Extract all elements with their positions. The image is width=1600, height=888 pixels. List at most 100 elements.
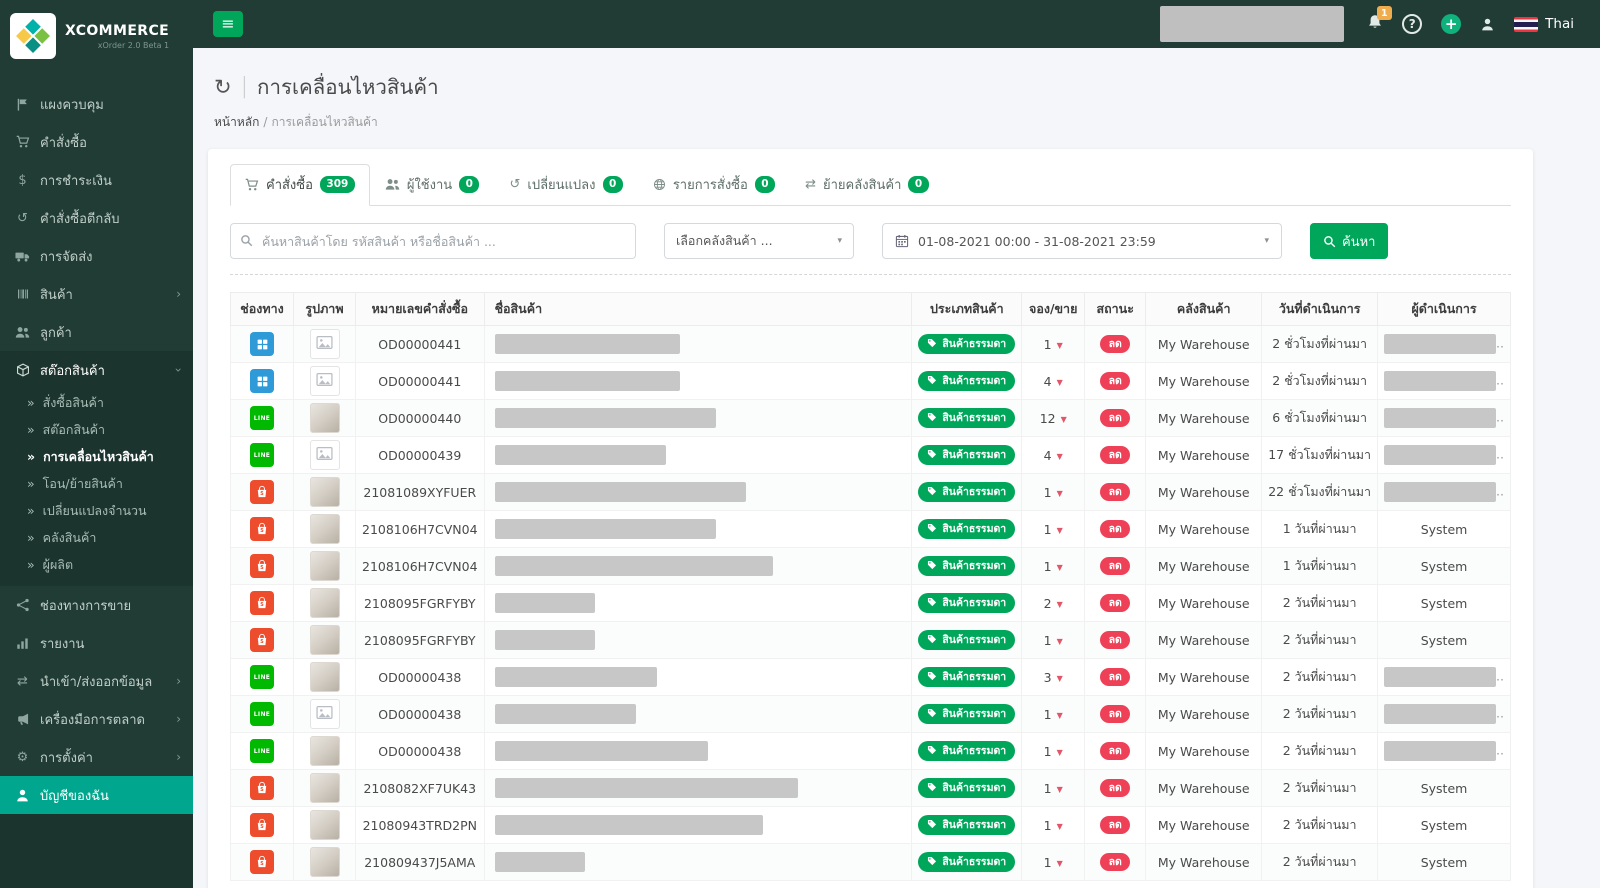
image-icon	[316, 704, 333, 724]
help-button[interactable]: ?	[1402, 14, 1423, 34]
product-image-placeholder	[309, 440, 340, 470]
sidebar-item-4[interactable]: การจัดส่ง	[0, 237, 193, 275]
sidebar-item-11[interactable]: เครื่องมือการตลาด ›	[0, 700, 193, 738]
status-badge: ลด	[1100, 334, 1131, 354]
sidebar-item-1[interactable]: คำสั่งซื้อ	[0, 123, 193, 161]
tab-4[interactable]: ⇄ ย้ายคลังสินค้า 0	[790, 164, 944, 206]
tab-1[interactable]: ผู้ใช้งาน 0	[370, 164, 495, 206]
qty-dropdown[interactable]: 1 ▼	[1021, 325, 1086, 363]
language-selector[interactable]: Thai	[1514, 16, 1574, 32]
sidebar-toggle-button[interactable]: ≡	[213, 11, 243, 37]
truncation-dots: ..	[1496, 409, 1504, 425]
qty-dropdown[interactable]: 4 ▼	[1021, 436, 1086, 474]
brand[interactable]: XCOMMERCE xOrder 2.0 Beta 1	[0, 0, 193, 72]
order-number: 210809437J5AMA	[355, 843, 485, 881]
chevron-down-icon: ▼	[1056, 858, 1063, 868]
qty-dropdown[interactable]: 1 ▼	[1021, 547, 1086, 585]
cart-icon	[245, 178, 259, 192]
tag-icon	[927, 412, 937, 425]
sidebar-subitem-0[interactable]: » สั่งซื้อสินค้า	[0, 389, 193, 416]
line-channel-icon: LINE	[250, 665, 274, 689]
qty-dropdown[interactable]: 3 ▼	[1021, 658, 1086, 696]
product-type-badge: สินค้าธรรมดา	[918, 667, 1016, 687]
operator-cell: System	[1377, 547, 1511, 585]
order-number: 21080943TRD2PN	[355, 806, 485, 844]
sidebar-item-0[interactable]: แผงควบคุม	[0, 85, 193, 123]
line-channel-icon: LINE	[250, 702, 274, 726]
tab-label: รายการสั่งซื้อ	[672, 178, 748, 193]
sidebar-subitem-label: เปลี่ยนแปลงจำนวน	[42, 502, 147, 518]
sidebar-item-2[interactable]: $ การชำระเงิน	[0, 161, 193, 199]
divider	[230, 274, 1511, 275]
search-button[interactable]: ค้นหา	[1310, 223, 1389, 259]
warehouse-select[interactable]: เลือกคลังสินค้า ... ▾	[664, 223, 854, 259]
chevron-down-icon: ▾	[837, 236, 842, 246]
operator-cell: System	[1377, 769, 1511, 807]
table-row: LINE OD00000438 สินค้าธรรมดา 1 ▼ ลด My Wareho…	[230, 732, 1511, 770]
shopee-channel-icon: S	[250, 517, 274, 541]
line-logo-text: LINE	[253, 414, 271, 422]
qty-dropdown[interactable]: 1 ▼	[1021, 473, 1086, 511]
sidebar-subitem-2[interactable]: » การเคลื่อนไหวสินค้า	[0, 443, 193, 470]
product-type-badge: สินค้าธรรมดา	[918, 852, 1016, 872]
qty-dropdown[interactable]: 2 ▼	[1021, 584, 1086, 622]
truck-icon	[12, 249, 33, 264]
add-button[interactable]: +	[1441, 14, 1462, 34]
breadcrumb-home-link[interactable]: หน้าหลัก	[214, 115, 260, 129]
chevron-down-icon: ▼	[1056, 340, 1063, 350]
sidebar-item-7[interactable]: สต๊อกสินค้า ›	[0, 351, 193, 389]
qty-dropdown[interactable]: 1 ▼	[1021, 695, 1086, 733]
shopee-channel-icon: S	[250, 776, 274, 800]
sidebar-item-6[interactable]: ลูกค้า	[0, 313, 193, 351]
qty-dropdown[interactable]: 4 ▼	[1021, 362, 1086, 400]
date-cell: 2 วันที่ผ่านมา	[1261, 732, 1379, 770]
product-type-badge: สินค้าธรรมดา	[918, 741, 1016, 761]
qty-dropdown[interactable]: 12 ▼	[1021, 399, 1086, 437]
redacted-product-name	[494, 371, 680, 391]
tab-0[interactable]: คำสั่งซื้อ 309	[230, 164, 370, 206]
refresh-icon[interactable]: ↻	[214, 75, 232, 99]
chevron-down-icon: ▾	[1264, 236, 1269, 246]
tab-count-badge: 0	[754, 176, 776, 193]
qty-dropdown[interactable]: 1 ▼	[1021, 806, 1086, 844]
truncation-dots: ..	[1496, 446, 1504, 462]
user-menu-button[interactable]	[1480, 17, 1495, 32]
qty-dropdown[interactable]: 1 ▼	[1021, 769, 1086, 807]
redacted-product-name	[494, 741, 708, 761]
qty-dropdown[interactable]: 1 ▼	[1021, 621, 1086, 659]
chevron-down-icon: ▼	[1056, 599, 1063, 609]
qty-dropdown[interactable]: 1 ▼	[1021, 843, 1086, 881]
search-input[interactable]	[230, 223, 636, 259]
warehouse-cell: My Warehouse	[1145, 806, 1263, 844]
import-export-icon: ⇄	[17, 673, 28, 689]
sidebar-item-5[interactable]: สินค้า ›	[0, 275, 193, 313]
notifications-button[interactable]: 1	[1367, 6, 1393, 34]
tag-icon	[927, 523, 937, 536]
sidebar-subitem-1[interactable]: » สต๊อกสินค้า	[0, 416, 193, 443]
image-icon	[316, 371, 333, 391]
sidebar-item-3[interactable]: ↺ คำสั่งซื้อตีกลับ	[0, 199, 193, 237]
sidebar-item-10[interactable]: ⇄ นำเข้า/ส่งออกข้อมูล ›	[0, 662, 193, 700]
line-channel-icon: LINE	[250, 443, 274, 467]
order-number: OD00000441	[355, 362, 485, 400]
order-number: OD00000438	[355, 695, 485, 733]
tab-2[interactable]: ↺ เปลี่ยนแปลง 0	[494, 164, 637, 206]
sidebar-item-8[interactable]: ช่องทางการขาย	[0, 586, 193, 624]
sidebar-subitem-4[interactable]: » เปลี่ยนแปลงจำนวน	[0, 497, 193, 524]
tab-3[interactable]: รายการสั่งซื้อ 0	[638, 164, 790, 206]
qty-dropdown[interactable]: 1 ▼	[1021, 732, 1086, 770]
sidebar-item-13[interactable]: บัญชีของฉัน	[0, 776, 193, 814]
sidebar-subitem-6[interactable]: » ผู้ผลิต	[0, 551, 193, 578]
redacted-product-name	[494, 704, 636, 724]
qty-dropdown[interactable]: 1 ▼	[1021, 510, 1086, 548]
column-header-4: ประเภทสินค้า	[911, 292, 1023, 326]
sidebar-subitem-3[interactable]: » โอน/ย้ายสินค้า	[0, 470, 193, 497]
product-image-placeholder	[309, 329, 340, 359]
date-range-picker[interactable]: 01-08-2021 00:00 - 31-08-2021 23:59 ▾	[882, 223, 1282, 259]
sidebar-item-12[interactable]: ⚙ การตั้งค่า ›	[0, 738, 193, 776]
sidebar-item-9[interactable]: รายงาน	[0, 624, 193, 662]
breadcrumb-separator: /	[263, 115, 268, 129]
sidebar-subitem-5[interactable]: » คลังสินค้า	[0, 524, 193, 551]
thai-flag-icon	[1514, 16, 1539, 32]
